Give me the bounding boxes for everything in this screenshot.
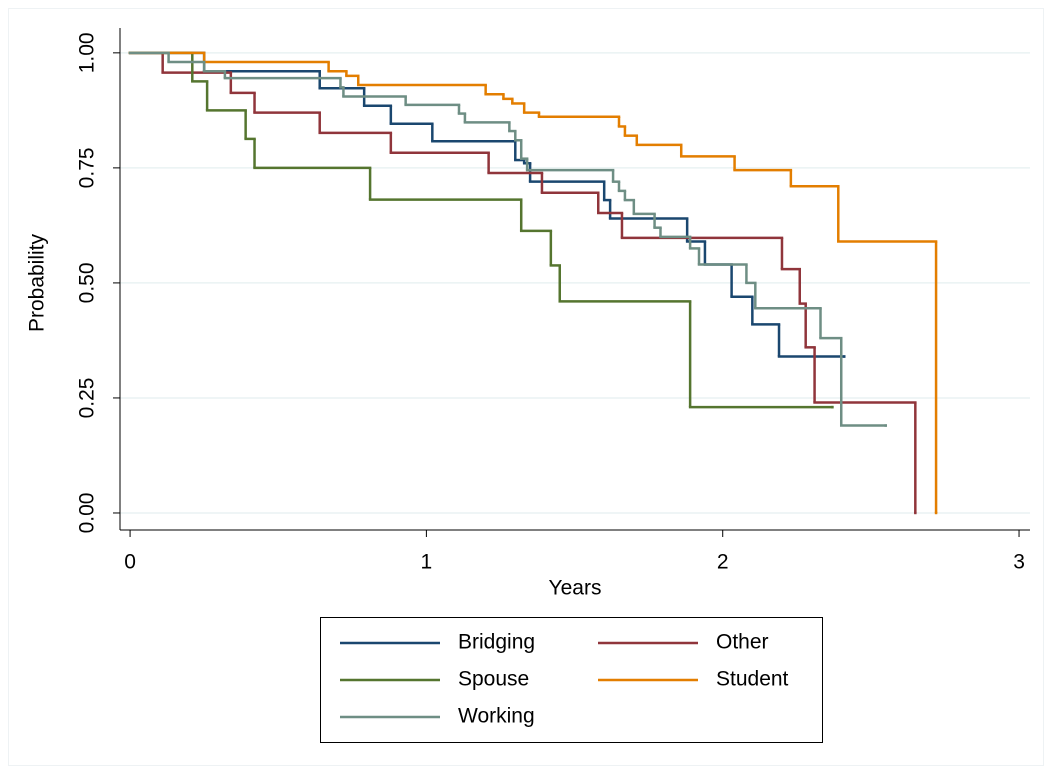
x-axis-title: Years	[549, 577, 602, 600]
y-axis-title: Probability	[26, 233, 49, 332]
x-tick-label: 2	[717, 551, 729, 574]
y-tick-label: 1.00	[76, 32, 99, 73]
y-tick-label: 0.00	[76, 493, 99, 534]
x-tick-label: 0	[124, 551, 136, 574]
x-tick-label: 3	[1013, 551, 1025, 574]
legend-label: Working	[458, 705, 535, 728]
y-tick-label: 0.25	[76, 378, 99, 419]
y-tick-label: 0.50	[76, 262, 99, 303]
y-tick-label: 0.75	[76, 147, 99, 188]
legend-label: Student	[716, 668, 789, 691]
legend-label: Bridging	[458, 631, 535, 654]
x-tick-label: 1	[421, 551, 433, 574]
legend-label: Other	[716, 631, 769, 654]
legend-label: Spouse	[458, 668, 529, 691]
